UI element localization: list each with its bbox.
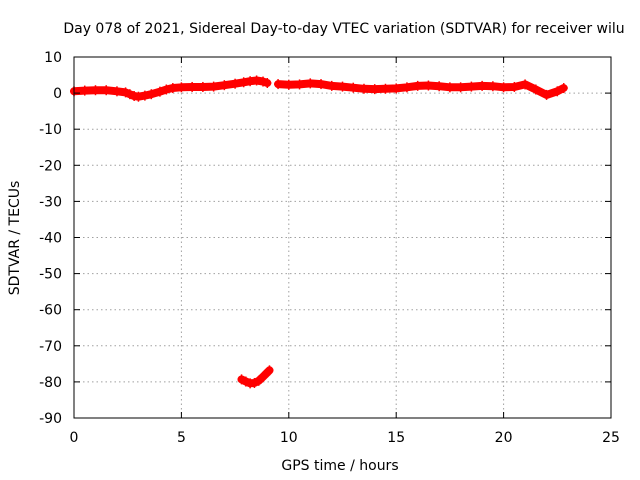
data-point xyxy=(177,82,186,93)
data-point xyxy=(338,81,347,92)
data-point xyxy=(147,89,156,100)
x-axis-label: GPS time / hours xyxy=(281,458,398,474)
x-tick-label: 15 xyxy=(387,430,405,446)
data-point xyxy=(521,79,530,90)
x-tick-label: 20 xyxy=(495,430,513,446)
data-point xyxy=(259,371,268,382)
data-point xyxy=(239,77,248,88)
data-point xyxy=(125,89,134,100)
data-point xyxy=(553,86,562,97)
data-point xyxy=(250,377,259,388)
data-point xyxy=(510,81,519,92)
data-point xyxy=(265,365,274,376)
y-tick-label: -70 xyxy=(39,339,62,355)
data-point xyxy=(140,90,149,101)
data-point xyxy=(162,84,171,95)
y-tick-label: -50 xyxy=(39,267,62,283)
data-point xyxy=(499,82,508,93)
data-point xyxy=(327,80,336,91)
data-point xyxy=(424,80,433,91)
data-point xyxy=(254,375,263,386)
x-tick-label: 25 xyxy=(602,430,620,446)
series-band xyxy=(274,79,568,99)
y-tick-label: -90 xyxy=(39,411,62,427)
y-tick-label: -30 xyxy=(39,194,62,210)
data-point xyxy=(456,82,465,93)
y-tick-label: -10 xyxy=(39,122,62,138)
axis-ticks: 0 5 10 15 20 25 10 0 -10 -20 -30 -40 -50 -60 -70 -80 -90 xyxy=(39,50,620,446)
data-point xyxy=(392,83,401,94)
data-point xyxy=(231,78,240,89)
data-point xyxy=(168,83,177,94)
data-point xyxy=(188,81,197,92)
data-point xyxy=(198,81,207,92)
data-point xyxy=(274,79,283,90)
data-point xyxy=(121,87,130,98)
data-point xyxy=(259,76,268,87)
data-point xyxy=(559,83,568,94)
y-tick-label: -80 xyxy=(39,375,62,391)
data-point xyxy=(252,75,261,86)
data-point xyxy=(445,82,454,93)
x-tick-label: 10 xyxy=(280,430,298,446)
data-point xyxy=(413,80,422,91)
data-point xyxy=(542,89,551,100)
y-tick-label: -20 xyxy=(39,158,62,174)
chart-title: Day 078 of 2021, Sidereal Day-to-day VTE… xyxy=(63,21,624,37)
data-point xyxy=(381,83,390,94)
data-point xyxy=(209,81,218,92)
data-point xyxy=(488,81,497,92)
data-point xyxy=(91,85,100,96)
data-point xyxy=(220,80,229,91)
y-tick-label: 0 xyxy=(53,86,62,102)
data-point xyxy=(531,84,540,95)
data-point xyxy=(80,85,89,96)
data-point xyxy=(237,374,246,385)
data-point xyxy=(402,82,411,93)
data-point xyxy=(359,83,368,94)
data-point xyxy=(370,84,379,95)
y-tick-label: -40 xyxy=(39,231,62,247)
data-point xyxy=(134,91,143,102)
data-point xyxy=(102,85,111,96)
data-point xyxy=(155,86,164,97)
data-point xyxy=(435,81,444,92)
y-axis-label: SDTVAR / TECUs xyxy=(7,181,23,296)
data-point xyxy=(284,79,293,90)
data-point xyxy=(112,86,121,97)
grid-lines xyxy=(74,57,611,418)
x-tick-label: 5 xyxy=(177,430,186,446)
data-point xyxy=(478,80,487,91)
data-point xyxy=(317,79,326,90)
y-tick-label: -60 xyxy=(39,303,62,319)
y-tick-label: 10 xyxy=(44,50,62,66)
data-point xyxy=(241,376,250,387)
plot-frame xyxy=(73,56,612,419)
data-point xyxy=(295,79,304,90)
x-tick-label: 0 xyxy=(70,430,79,446)
data-point xyxy=(467,81,476,92)
series-sdtvar xyxy=(70,75,568,389)
data-point xyxy=(306,78,315,89)
data-point xyxy=(349,82,358,93)
data-point xyxy=(263,77,272,88)
